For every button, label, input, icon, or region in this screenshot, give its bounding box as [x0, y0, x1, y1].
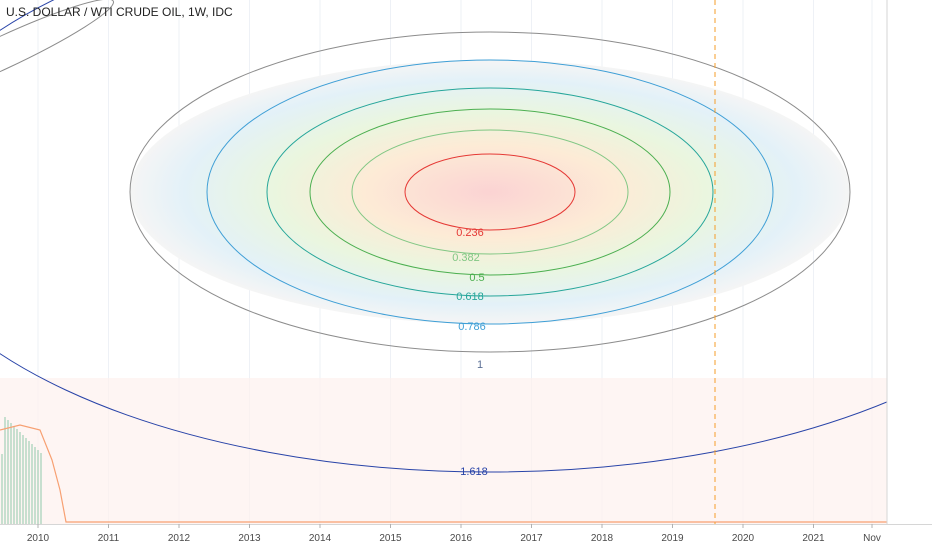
fib-circles: 1 0.786 0.618 0.5 0.382 0.236 1.618 [0, 0, 932, 478]
volume-bar [4, 417, 6, 524]
volume-line [0, 424, 887, 523]
fib-circle-label: 0.786 [458, 321, 486, 333]
time-tick-label: 2016 [450, 533, 473, 544]
time-tick-label: 2013 [238, 533, 261, 544]
volume-bar [7, 420, 9, 524]
volume-bar [1, 454, 3, 524]
chart-title: U.S. DOLLAR / WTI CRUDE OIL, 1W, IDC [6, 5, 233, 19]
fib-circle-0236 [404, 153, 576, 231]
time-tick-label: 2017 [520, 533, 543, 544]
fib-circle-label: 0.236 [456, 227, 484, 239]
volume-area [0, 378, 887, 524]
volume-bar [34, 447, 36, 524]
time-tick-label: 2014 [309, 533, 332, 544]
fib-circle-0382 [351, 129, 629, 255]
fib-circle-label: 0.382 [452, 252, 480, 264]
volume-bar [28, 441, 30, 524]
time-tick-label: 2021 [802, 533, 825, 544]
time-tick-label: 2020 [732, 533, 755, 544]
fib-circle-05 [309, 108, 671, 276]
volume-bar [10, 423, 12, 524]
time-tick-label: 2011 [98, 533, 120, 544]
volume-background [0, 378, 887, 524]
volume-bar [37, 450, 39, 524]
fib-circle-label: 1.618 [460, 466, 488, 478]
fib-circle-0618 [266, 87, 714, 297]
time-tick-label: 2010 [27, 533, 50, 544]
fib-circle-label: 0.5 [469, 272, 484, 284]
volume-bar [22, 435, 24, 524]
time-axis-labels: 2010 2011 2012 2013 2014 2015 2016 2017 2018 2019… [27, 524, 881, 544]
time-tick-label: 2019 [661, 533, 684, 544]
fib-circle-arc [0, 0, 114, 110]
fib-circle-label: 0.618 [456, 291, 484, 303]
time-tick-label: 2015 [379, 533, 402, 544]
time-tick-label: 2018 [591, 533, 614, 544]
fib-circle-1618 [0, 0, 932, 473]
fib-circle-1 [129, 31, 851, 353]
price-axis[interactable] [887, 0, 932, 550]
volume-bar [40, 453, 42, 524]
volume-bar [16, 429, 18, 524]
fib-circle-label: 1 [477, 359, 483, 371]
volume-bar [19, 432, 21, 524]
volume-bar [31, 444, 33, 524]
time-tick-label: Nov [863, 533, 881, 544]
fib-fill [130, 60, 850, 324]
volume-bar [25, 438, 27, 524]
volume-bar [13, 426, 15, 524]
time-tick-label: 2012 [168, 533, 191, 544]
time-axis[interactable] [0, 524, 932, 550]
fib-circle-0786 [206, 59, 774, 325]
